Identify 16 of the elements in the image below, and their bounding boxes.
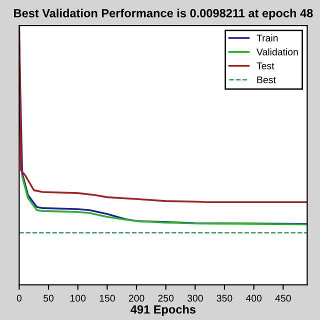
x-tick-label: 50 (44, 294, 54, 302)
x-tick-label: 300 (187, 294, 203, 302)
x-tick-label: 100 (70, 294, 86, 302)
x-tick-label: 200 (128, 294, 144, 302)
legend-label: Test (256, 62, 274, 70)
legend-label: Train (256, 34, 278, 42)
x-tick-label: 400 (246, 294, 262, 302)
legend-label: Validation (256, 48, 298, 56)
chart-title: Best Validation Performance is 0.0098211 at epoch 48 (14, 8, 313, 20)
x-tick-label: 350 (216, 294, 232, 302)
x-tick-label: 150 (100, 294, 115, 302)
x-tick-label: 450 (275, 294, 291, 302)
x-tick-label: 0 (16, 294, 22, 302)
legend-label: Best (257, 76, 276, 84)
x-axis-title: 491 Epochs (130, 304, 196, 316)
x-tick-label: 250 (158, 294, 174, 302)
